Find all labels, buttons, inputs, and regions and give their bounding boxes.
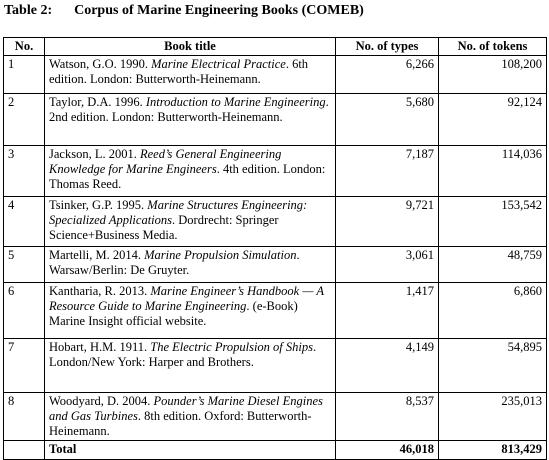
types-count: 8,537 [335,392,439,441]
table-caption: Table 2: Corpus of Marine Engineering Boo… [4,3,364,19]
title-text: . 2nd edition. London: Butterworth-Heine… [49,95,329,124]
table-row: 7 Hobart, H.M. 1911. The Electric Propuls… [3,338,547,393]
row-number: 5 [3,246,45,283]
tokens-count: 48,759 [438,246,547,283]
tokens-count: 6,860 [438,282,547,339]
title-italic: Introduction to Marine Engineering [145,95,326,109]
table-row: 6 Kantharia, R. 2013. Marine Engineer’s H… [3,282,547,339]
total-label: Total [44,440,336,460]
title-italic: Marine Engineer’s Handbook — A Resource … [49,284,324,313]
title-text: . 8th edition. Oxford: Butterworth-Heine… [49,409,312,438]
header-cell: No. [3,37,45,56]
row-number: 3 [3,145,45,197]
book-title: Woodyard, D. 2004. Pounder’s Marine Dies… [44,392,336,441]
book-title: Tsinker, G.P. 1995. Marine Structures En… [44,196,336,247]
row-number: 7 [3,338,45,393]
header-cell: No. of tokens [438,37,547,56]
types-count: 3,061 [335,246,439,283]
types-count: 5,680 [335,93,439,146]
table-row: 1 Watson, G.O. 1990. Marine Electrical Pr… [3,55,547,94]
tokens-count: 92,124 [438,93,547,146]
title-text: Hobart, H.M. 1911. [49,340,151,354]
header-row: No. Book title No. of types No. of tokens [3,37,547,56]
book-title: Watson, G.O. 1990. Marine Electrical Pra… [44,55,336,94]
title-text: . Warsaw/Berlin: De Gruyter. [49,248,300,277]
book-title: Martelli, M. 2014. Marine Propulsion Sim… [44,246,336,283]
tokens-count: 108,200 [438,55,547,94]
title-text: Tsinker, G.P. 1995. [49,198,148,212]
types-count: 4,149 [335,338,439,393]
book-title: Hobart, H.M. 1911. The Electric Propulsi… [44,338,336,393]
title-text: Jackson, L. 2001. [49,147,140,161]
title-text: . London/New York: Harper and Brothers. [49,340,317,369]
total-blank [3,440,45,460]
tokens-count: 153,542 [438,196,547,247]
types-count: 9,721 [335,196,439,247]
total-row: Total 46,018 813,429 [3,440,547,460]
title-text: Kantharia, R. 2013. [49,284,151,298]
book-title: Kantharia, R. 2013. Marine Engineer’s Ha… [44,282,336,339]
title-italic: Pounder’s Marine Diesel Engines and Gas … [49,394,323,423]
tokens-count: 235,013 [438,392,547,441]
book-title: Taylor, D.A. 1996. Introduction to Marin… [44,93,336,146]
caption-title: Corpus of Marine Engineering Books (COME… [74,3,364,18]
title-italic: Reed’s General Engineering Knowledge for… [49,147,282,176]
header-cell: No. of types [335,37,439,56]
title-italic: Marine Propulsion Simulation [144,248,297,262]
table-row: 8 Woodyard, D. 2004. Pounder’s Marine Die… [3,392,547,441]
total-types: 46,018 [335,440,439,460]
title-italic: Marine Structures Engineering: Specializ… [49,198,308,227]
types-count: 6,266 [335,55,439,94]
types-count: 1,417 [335,282,439,339]
title-text: . 6th edition. London: Butterworth-Heine… [49,57,309,86]
tokens-count: 54,895 [438,338,547,393]
title-text: Watson, G.O. 1990. [49,57,152,71]
title-text: Woodyard, D. 2004. [49,394,154,408]
row-number: 4 [3,196,45,247]
total-tokens: 813,429 [438,440,547,460]
tokens-count: 114,036 [438,145,547,197]
book-title: Jackson, L. 2001. Reed’s General Enginee… [44,145,336,197]
title-text: Martelli, M. 2014. [49,248,145,262]
title-text: . (e-Book) Marine Insight official websi… [49,299,298,328]
title-text: . 4th edition. London: Thomas Reed. [49,162,326,191]
title-italic: The Electric Propulsion of Ships [150,340,313,354]
table-row: 3 Jackson, L. 2001. Reed’s General Engine… [3,145,547,197]
title-text: Taylor, D.A. 1996. [49,95,146,109]
title-text: . Dordrecht: Springer Science+Business M… [49,213,279,242]
caption-label: Table 2: [4,3,53,18]
table-row: 2 Taylor, D.A. 1996. Introduction to Mari… [3,93,547,146]
table-row: 5 Martelli, M. 2014. Marine Propulsion Si… [3,246,547,283]
row-number: 6 [3,282,45,339]
table: No. Book title No. of types No. of tokens 1… [3,37,547,460]
row-number: 1 [3,55,45,94]
header-cell: Book title [44,37,336,56]
table-row: 4 Tsinker, G.P. 1995. Marine Structures E… [3,196,547,247]
row-number: 2 [3,93,45,146]
title-italic: Marine Electrical Practice [151,57,286,71]
types-count: 7,187 [335,145,439,197]
row-number: 8 [3,392,45,441]
